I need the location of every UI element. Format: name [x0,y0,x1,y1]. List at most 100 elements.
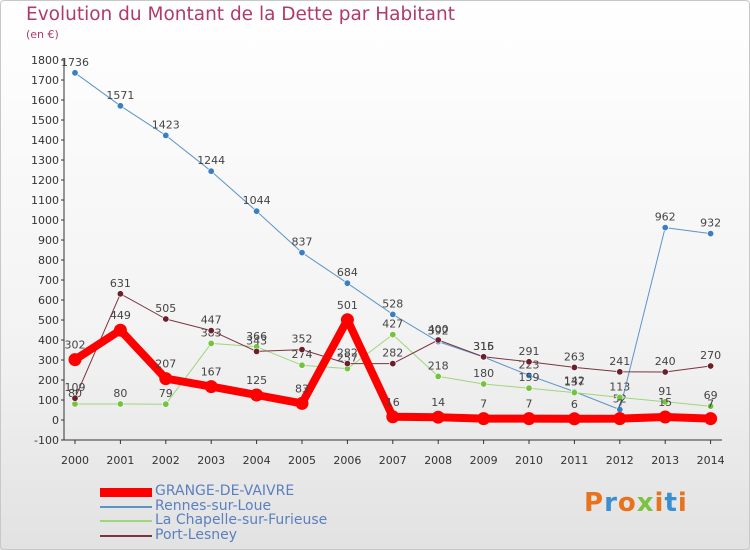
data-label: 400 [428,323,449,336]
data-label: 7 [616,398,623,411]
logo-letter: i [654,488,665,518]
logo-letter: o [617,488,637,518]
data-point [113,323,127,337]
data-label: 1423 [152,118,180,131]
logo-letter: t [664,488,678,518]
data-label: 240 [655,355,676,368]
y-tick-label: 300 [38,354,59,367]
data-label: 207 [155,358,176,371]
data-point [340,313,354,327]
data-label: 447 [201,314,222,327]
data-point [295,396,309,410]
data-point [707,230,715,238]
logo-letter: P [584,488,605,518]
data-point [68,353,82,367]
data-label: 69 [704,389,718,402]
data-point [431,410,445,424]
data-point [253,347,261,355]
y-tick-label: 1100 [31,194,59,207]
data-point [707,362,715,370]
data-point [661,368,669,376]
data-label: 7 [480,398,487,411]
data-label: 631 [110,277,131,290]
data-label: 80 [113,387,127,400]
chart-title: Evolution du Montant de la Dette par Hab… [26,4,455,25]
x-tick-label: 2000 [61,454,89,467]
x-tick-label: 2011 [560,454,588,467]
data-label: 137 [564,376,585,389]
data-point [298,346,306,354]
data-label: 6 [571,398,578,411]
data-point [704,412,718,426]
data-point [480,380,488,388]
data-point [162,131,170,139]
data-label: 962 [655,211,676,224]
data-label: 14 [431,396,445,409]
y-tick-label: 100 [38,394,59,407]
data-label: 180 [473,367,494,380]
x-tick-label: 2010 [515,454,543,467]
data-point [480,353,488,361]
data-point [71,69,79,77]
data-label: 316 [473,340,494,353]
x-tick-label: 2013 [651,454,679,467]
data-point [389,310,397,318]
y-tick-label: 0 [52,414,59,427]
y-tick-label: 1000 [31,214,59,227]
data-point [207,339,215,347]
data-label: 109 [65,381,86,394]
data-label: 16 [386,396,400,409]
data-point [525,358,533,366]
y-tick-label: 1800 [31,54,59,67]
data-point [525,384,533,392]
y-tick-label: 1300 [31,154,59,167]
logo-letter: r [604,488,618,518]
data-label: 167 [201,366,222,379]
legend-label: Port-Lesney [155,526,238,543]
data-point [707,402,715,410]
data-point [253,207,261,215]
data-label: 1044 [243,194,271,207]
data-point [616,368,624,376]
data-point [434,336,442,344]
legend-swatch [100,488,152,497]
data-label: 528 [382,297,403,310]
x-tick-label: 2003 [197,454,225,467]
legend-item: GRANGE-DE-VAIVRE [100,483,420,500]
data-label: 932 [700,217,721,230]
data-point [477,412,491,426]
legend-swatch [100,534,152,537]
data-point [658,410,672,424]
y-tick-label: 700 [38,274,59,287]
data-point [116,102,124,110]
data-point [386,410,400,424]
y-tick-label: 400 [38,334,59,347]
y-tick-label: -100 [34,434,59,447]
data-label: 241 [609,355,630,368]
legend-swatch [100,520,152,522]
data-point [162,400,170,408]
data-label: 1244 [197,154,225,167]
data-point [389,331,397,339]
proxiti-logo: Proxiti [584,488,688,518]
data-label: 270 [700,349,721,362]
data-label: 427 [382,318,403,331]
data-point [298,361,306,369]
data-point [71,400,79,408]
data-label: 837 [292,236,313,249]
data-point [570,389,578,397]
x-tick-label: 2007 [379,454,407,467]
data-point [207,167,215,175]
data-point [116,290,124,298]
y-tick-label: 600 [38,294,59,307]
data-point [522,412,536,426]
x-tick-label: 2005 [288,454,316,467]
data-point [298,249,306,257]
data-point [434,372,442,380]
data-label: 505 [155,302,176,315]
data-label: 125 [246,374,267,387]
logo-letter: x [636,488,655,518]
y-tick-label: 1400 [31,134,59,147]
data-point [159,372,173,386]
